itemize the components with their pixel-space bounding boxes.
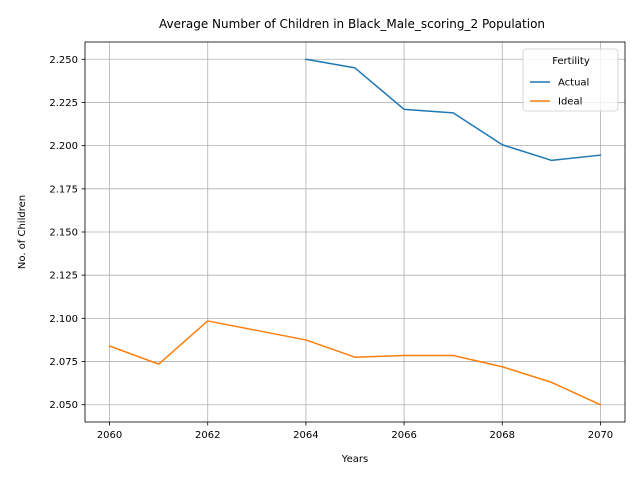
grid [85,42,625,422]
legend-items: Actual Ideal [530,78,589,108]
x-tick-label: 2068 [490,430,515,441]
x-tick-label: 2060 [97,430,122,441]
y-tick-label: 2.250 [49,55,78,66]
y-tick-label: 2.150 [49,228,78,239]
y-tick-label: 2.200 [49,141,78,152]
x-tick-label: 2064 [293,430,318,441]
legend-label-ideal: Ideal [558,97,582,108]
y-tick-label: 2.050 [49,400,78,411]
x-axis-label: Years [341,454,368,465]
x-tick-label: 2066 [391,430,416,441]
legend: Fertility Actual Ideal [522,48,619,112]
x-tick-label: 2062 [195,430,220,441]
legend-title: Fertility [552,56,590,67]
series-line-ideal [108,320,602,406]
y-tick-label: 2.225 [49,98,78,109]
chart-title: Average Number of Children in Black_Male… [159,17,545,31]
y-tick-label: 2.125 [49,271,78,282]
series-line-actual [305,58,602,162]
series-lines [108,58,602,406]
legend-box [522,48,619,112]
y-tick-label: 2.075 [49,357,78,368]
x-tick-label: 2070 [588,430,613,441]
y-axis-label: No. of Children [17,195,28,269]
y-axis-ticks: 2.050 2.075 2.100 2.125 2.150 2.175 2.200 2.225… [49,55,85,411]
y-tick-label: 2.175 [49,184,78,195]
y-tick-label: 2.100 [49,314,78,325]
x-axis-ticks: 2060 2062 2064 2066 2068 2070 [97,422,613,441]
legend-label-actual: Actual [558,78,589,89]
